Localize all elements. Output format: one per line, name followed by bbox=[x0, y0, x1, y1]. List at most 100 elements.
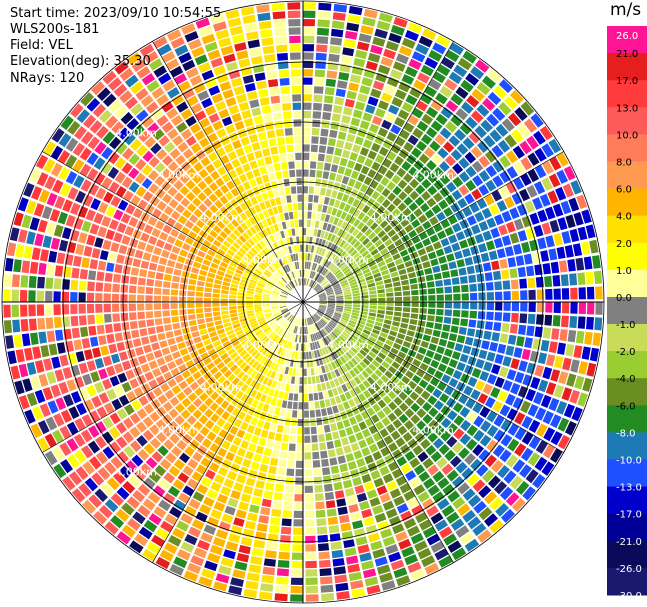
colorbar-tick-label: 0.0 bbox=[616, 293, 632, 304]
velocity-gate bbox=[127, 349, 136, 359]
velocity-gate bbox=[307, 279, 311, 286]
velocity-gate bbox=[288, 341, 293, 350]
velocity-gate bbox=[494, 214, 504, 226]
velocity-gate bbox=[332, 156, 341, 165]
velocity-gate bbox=[59, 183, 71, 197]
velocity-gate bbox=[301, 269, 303, 277]
velocity-gate bbox=[247, 312, 255, 317]
velocity-gate bbox=[447, 540, 462, 553]
velocity-gate bbox=[293, 279, 297, 287]
velocity-gate bbox=[317, 276, 323, 283]
velocity-gate bbox=[29, 168, 41, 183]
velocity-gate bbox=[254, 297, 262, 300]
velocity-gate bbox=[282, 204, 288, 212]
velocity-gate bbox=[134, 533, 149, 547]
velocity-gate bbox=[232, 323, 241, 329]
velocity-gate bbox=[247, 315, 256, 320]
velocity-gate bbox=[142, 416, 154, 428]
velocity-gate bbox=[426, 281, 435, 288]
velocity-gate bbox=[128, 303, 136, 312]
velocity-gate bbox=[96, 324, 105, 335]
velocity-gate bbox=[334, 310, 343, 315]
velocity-gate bbox=[187, 297, 195, 302]
velocity-gate bbox=[211, 381, 221, 390]
velocity-gate bbox=[357, 258, 365, 265]
velocity-gate bbox=[424, 562, 440, 575]
velocity-gate bbox=[385, 40, 399, 52]
velocity-gate bbox=[321, 347, 327, 356]
velocity-gate bbox=[237, 128, 248, 139]
velocity-gate bbox=[324, 483, 333, 492]
velocity-gate bbox=[142, 150, 154, 163]
velocity-gate bbox=[210, 215, 220, 224]
velocity-gate bbox=[20, 319, 29, 332]
velocity-gate bbox=[263, 291, 271, 295]
velocity-gate bbox=[468, 131, 481, 144]
velocity-gate bbox=[303, 161, 309, 169]
velocity-gate bbox=[279, 303, 287, 305]
velocity-gate bbox=[335, 307, 344, 311]
velocity-gate bbox=[311, 211, 317, 220]
velocity-gate bbox=[266, 360, 273, 368]
velocity-gate bbox=[318, 265, 323, 273]
velocity-gate bbox=[343, 106, 353, 116]
velocity-gate bbox=[497, 465, 510, 479]
velocity-gate bbox=[364, 481, 375, 492]
velocity-gate bbox=[148, 235, 158, 246]
velocity-gate bbox=[246, 152, 256, 162]
velocity-gate bbox=[273, 492, 283, 501]
velocity-gate bbox=[138, 526, 153, 540]
velocity-gate bbox=[315, 312, 322, 318]
velocity-gate bbox=[485, 240, 496, 251]
velocity-gate bbox=[208, 193, 218, 203]
velocity-gate bbox=[462, 488, 476, 501]
velocity-gate bbox=[78, 292, 86, 302]
velocity-gate bbox=[307, 203, 313, 211]
velocity-gate bbox=[380, 248, 389, 256]
velocity-gate bbox=[426, 106, 439, 119]
velocity-gate bbox=[230, 198, 239, 208]
velocity-gate bbox=[326, 311, 334, 315]
velocity-gate bbox=[236, 447, 247, 457]
velocity-gate bbox=[215, 177, 225, 187]
velocity-gate bbox=[244, 117, 254, 128]
velocity-gate bbox=[418, 214, 428, 224]
velocity-gate bbox=[271, 508, 282, 517]
velocity-gate bbox=[279, 153, 287, 162]
velocity-gate bbox=[383, 84, 396, 95]
velocity-gate bbox=[162, 296, 170, 302]
velocity-gate bbox=[554, 355, 564, 369]
velocity-gate bbox=[346, 495, 357, 505]
velocity-gate bbox=[317, 11, 331, 19]
velocity-gate bbox=[395, 475, 407, 487]
velocity-gate bbox=[434, 322, 443, 330]
velocity-gate bbox=[433, 272, 442, 280]
velocity-gate bbox=[260, 335, 268, 343]
velocity-gate bbox=[325, 251, 332, 259]
velocity-gate bbox=[321, 179, 328, 188]
velocity-gate bbox=[251, 107, 262, 117]
velocity-gate bbox=[167, 337, 176, 346]
velocity-gate bbox=[289, 315, 294, 322]
velocity-gate bbox=[323, 346, 329, 355]
velocity-gate bbox=[319, 303, 327, 306]
velocity-gate bbox=[175, 154, 186, 166]
velocity-gate bbox=[336, 591, 350, 600]
velocity-gate bbox=[348, 225, 356, 234]
velocity-gate bbox=[262, 376, 269, 385]
velocity-gate bbox=[345, 453, 355, 462]
velocity-gate bbox=[251, 496, 262, 506]
velocity-gate bbox=[153, 485, 166, 498]
velocity-gate bbox=[333, 359, 340, 368]
velocity-gate bbox=[236, 429, 246, 439]
velocity-gate bbox=[275, 314, 282, 320]
velocity-gate bbox=[323, 249, 329, 258]
velocity-gate bbox=[398, 328, 407, 335]
velocity-gate bbox=[339, 393, 347, 402]
velocity-gate bbox=[357, 221, 365, 230]
velocity-gate bbox=[234, 326, 242, 333]
velocity-gate bbox=[397, 179, 408, 190]
velocity-gate bbox=[407, 114, 419, 126]
velocity-gate bbox=[316, 229, 322, 238]
velocity-gate bbox=[367, 315, 376, 321]
